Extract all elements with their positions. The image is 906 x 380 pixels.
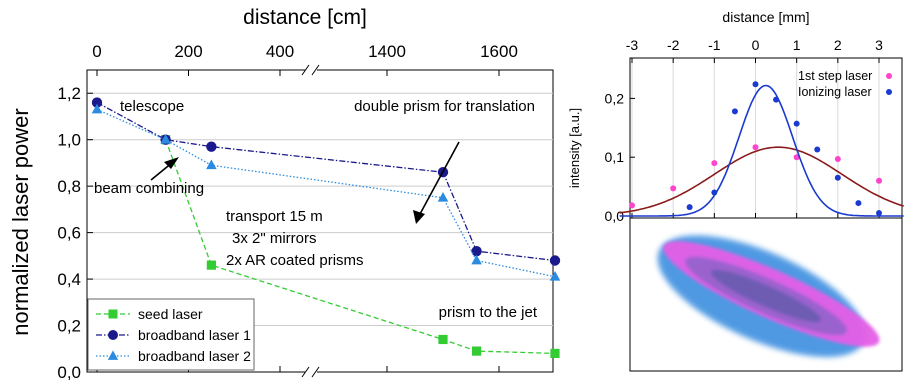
right-data-point — [687, 204, 693, 210]
right-x-tick-label: -2 — [667, 37, 680, 53]
right-chart: -3 -2 -1 0 1 2 3 0,0 0,1 0,2 distance [mm] intens… — [567, 9, 904, 380]
annotation-telescope: telescope — [120, 98, 184, 115]
right-fit-curve — [620, 86, 904, 217]
left-y-tick-label: 0,8 — [57, 177, 81, 196]
right-data-point — [670, 185, 676, 191]
left-y-tick-label: 1,2 — [57, 84, 81, 103]
left-chart: 0,0 0,2 0,4 0,6 0,8 1,0 1,2 0 200 400 1400 1600 dis… — [8, 6, 560, 380]
left-data-point — [550, 349, 559, 358]
right-data-point — [753, 144, 759, 150]
right-legend-marker — [886, 89, 892, 95]
right-x-tick-label: 1 — [793, 37, 801, 53]
right-legend-label: Ionizing laser — [798, 85, 872, 99]
left-x-tick-label: 1400 — [368, 42, 406, 61]
right-data-point — [876, 178, 882, 184]
left-legend-label: seed laser — [138, 306, 203, 322]
right-x-axis-label: distance [mm] — [722, 9, 809, 25]
left-data-point — [207, 261, 216, 270]
left-x-tick-label: 1600 — [480, 42, 518, 61]
right-data-point — [835, 175, 841, 181]
right-x-tick-label: -1 — [708, 37, 721, 53]
right-data-point — [753, 81, 759, 87]
left-y-tick-label: 0,2 — [57, 317, 81, 336]
left-y-tick-label: 1,0 — [57, 131, 81, 150]
left-y-tick-label: 0,0 — [57, 363, 81, 380]
right-data-point — [814, 147, 820, 153]
beam-profile-image — [630, 210, 902, 380]
annotation-prism-to-jet: prism to the jet — [439, 304, 538, 321]
left-legend-marker — [109, 310, 118, 319]
left-y-axis-label: normalized laser power — [8, 108, 33, 335]
left-x-axis-label: distance [cm] — [243, 6, 367, 29]
arrow-beam-combining — [151, 157, 179, 180]
right-data-point — [855, 200, 861, 206]
left-legend: seed laser broadband laser 1 broadband las… — [88, 299, 254, 370]
left-x-tick-label: 200 — [174, 42, 202, 61]
right-legend-item: Ionizing laser — [798, 85, 892, 99]
left-y-tick-label: 0,6 — [57, 224, 81, 243]
right-data-point — [711, 160, 717, 166]
right-data-point — [794, 121, 800, 127]
right-legend-label: 1st step laser — [798, 69, 872, 83]
annotation-mirrors: 3x 2" mirrors — [232, 230, 317, 247]
left-data-point — [550, 255, 560, 265]
left-data-point — [472, 346, 481, 355]
right-x-tick-label: 0 — [752, 37, 760, 53]
left-legend-label: broadband laser 2 — [138, 348, 251, 364]
arrow-double-prism — [413, 142, 459, 224]
annotation-double-prism: double prism for translation — [354, 98, 535, 115]
right-data-point — [876, 210, 882, 216]
left-x-tick-label: 400 — [266, 42, 294, 61]
left-data-point — [206, 141, 216, 151]
right-y-axis-label: intensity [a.u.] — [567, 108, 582, 188]
right-legend: 1st step laser Ionizing laser — [798, 69, 892, 99]
right-x-tick-label: 3 — [875, 37, 883, 53]
right-y-tick-label: 0,1 — [605, 149, 625, 165]
left-data-point — [471, 255, 482, 265]
right-legend-item: 1st step laser — [798, 69, 892, 83]
left-data-point — [206, 159, 217, 169]
annotation-beam-combining: beam combining — [94, 180, 204, 197]
annotation-prisms: 2x AR coated prisms — [226, 252, 364, 269]
right-series-2 — [620, 81, 904, 216]
right-x-tick-label: 2 — [834, 37, 842, 53]
right-legend-marker — [886, 73, 892, 79]
left-legend-marker — [108, 330, 118, 340]
right-y-tick-label: 0,2 — [605, 90, 625, 106]
right-data-point — [835, 156, 841, 162]
left-y-tick-label: 0,4 — [57, 270, 81, 289]
right-data-point — [732, 108, 738, 114]
right-x-tick-label: -3 — [626, 37, 639, 53]
left-legend-label: broadband laser 1 — [138, 327, 251, 343]
right-data-point — [773, 97, 779, 103]
right-data-point — [711, 189, 717, 195]
left-x-tick-label: 0 — [92, 42, 101, 61]
annotation-transport: transport 15 m — [226, 208, 323, 225]
right-data-point — [629, 202, 635, 208]
left-data-point — [438, 335, 447, 344]
